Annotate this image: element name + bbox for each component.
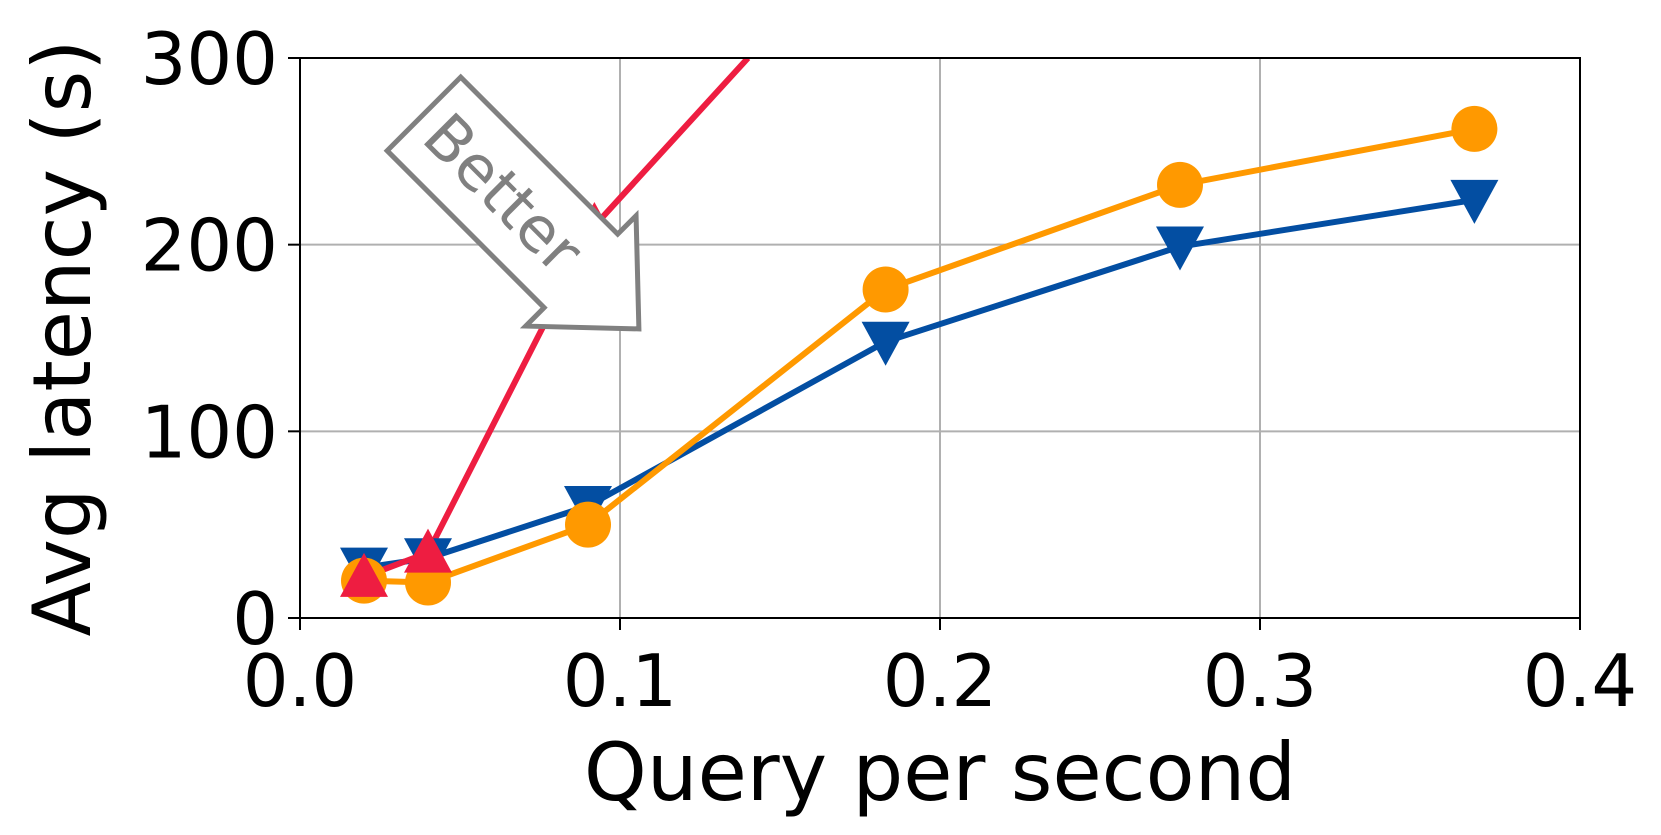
series-line-3 [362, 58, 751, 580]
data-point [861, 321, 910, 366]
y-tick-label: 100 [141, 390, 278, 474]
tick-layer: 0.0 0.1 0.2 0.3 0.4 0 100 200 300 [141, 17, 1638, 723]
x-tick-label: 0.2 [883, 639, 998, 723]
data-point [404, 528, 452, 573]
data-point [1451, 105, 1498, 152]
data-point [1156, 226, 1204, 271]
better-arrow-icon [383, 73, 642, 332]
y-axis-label: Avg latency (s) [16, 40, 109, 637]
data-point [1157, 161, 1203, 208]
y-tick-label: 0 [232, 577, 278, 661]
x-tick-label: 0.0 [243, 639, 358, 723]
data-point [862, 266, 909, 313]
x-tick-label: 0.4 [1523, 639, 1638, 723]
better-arrow-annotation: Better [383, 73, 642, 332]
y-tick-label: 300 [141, 17, 278, 101]
x-axis-label: Query per second [584, 726, 1296, 819]
data-point [565, 501, 611, 548]
y-tick-label: 200 [141, 204, 278, 288]
x-tick-label: 0.1 [563, 639, 678, 723]
data-point [340, 552, 388, 597]
x-tick-label: 0.3 [1203, 639, 1318, 723]
data-point [1450, 179, 1499, 224]
